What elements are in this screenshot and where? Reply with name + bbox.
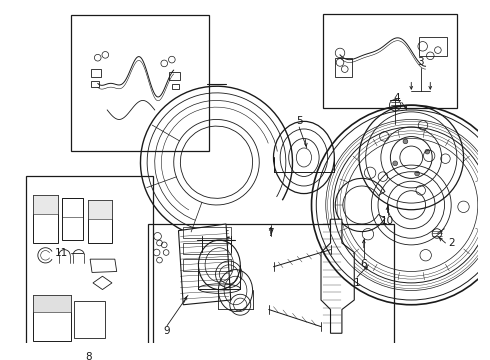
- Bar: [183, 227, 231, 238]
- Text: 4: 4: [393, 93, 400, 103]
- Text: 2: 2: [448, 238, 455, 248]
- Bar: [88, 200, 112, 219]
- Bar: [323, 14, 457, 108]
- Text: 5: 5: [296, 116, 302, 126]
- Bar: [91, 81, 98, 87]
- Bar: [33, 295, 71, 312]
- Bar: [148, 224, 394, 360]
- Text: 3: 3: [417, 58, 424, 67]
- Text: 7: 7: [268, 228, 274, 238]
- Bar: [33, 195, 58, 215]
- Text: 10: 10: [381, 216, 394, 226]
- Text: 8: 8: [85, 352, 92, 360]
- Polygon shape: [178, 224, 231, 305]
- Bar: [91, 69, 100, 77]
- Circle shape: [403, 139, 408, 144]
- Text: 9: 9: [164, 327, 171, 336]
- Bar: [62, 198, 83, 240]
- Text: 6: 6: [361, 259, 367, 269]
- Bar: [26, 176, 153, 360]
- Bar: [62, 198, 83, 217]
- Bar: [169, 72, 180, 80]
- Bar: [88, 200, 112, 243]
- Bar: [183, 259, 231, 271]
- Bar: [74, 301, 105, 338]
- Text: 1: 1: [354, 278, 361, 288]
- Bar: [172, 84, 179, 89]
- Circle shape: [393, 161, 397, 166]
- Bar: [335, 58, 352, 77]
- Bar: [183, 243, 231, 255]
- Text: 11: 11: [55, 248, 68, 258]
- Polygon shape: [321, 219, 354, 333]
- Bar: [33, 195, 58, 243]
- Circle shape: [415, 171, 419, 176]
- Bar: [419, 37, 447, 56]
- Bar: [33, 295, 71, 341]
- Bar: [71, 15, 209, 151]
- Circle shape: [425, 149, 430, 154]
